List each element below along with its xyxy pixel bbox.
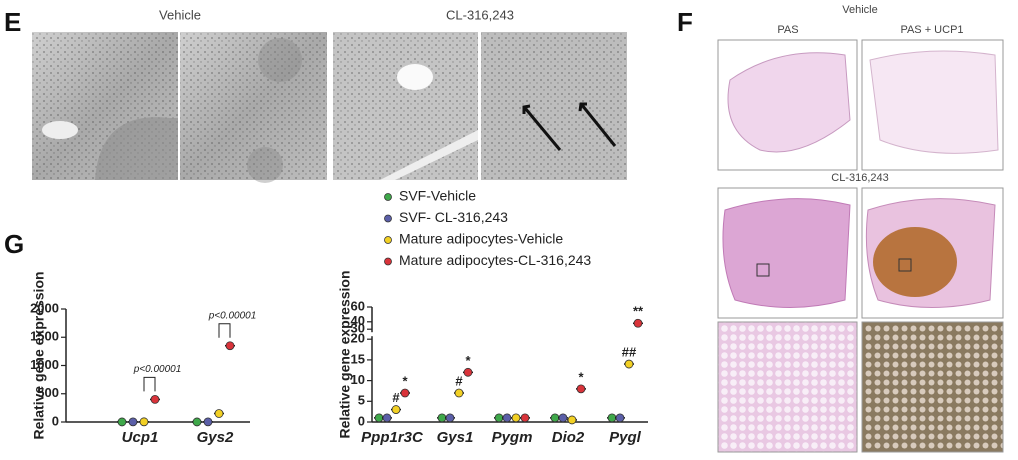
annotation: * xyxy=(402,373,408,388)
legend-marker xyxy=(384,193,392,201)
point xyxy=(139,417,149,427)
y-tick-label: 0 xyxy=(52,413,59,428)
y-tick-label: 10 xyxy=(351,372,365,387)
caption: Vehicle xyxy=(842,4,877,16)
point xyxy=(567,415,577,425)
axis-break xyxy=(366,332,378,337)
legend-marker xyxy=(384,214,392,223)
point xyxy=(633,318,643,328)
legend-label: Mature adipocytes-Vehicle xyxy=(399,231,563,247)
y-tick-label: 500 xyxy=(37,385,59,400)
point xyxy=(192,417,202,427)
point xyxy=(576,384,586,394)
x-tick-label: Ucp1 xyxy=(122,429,159,446)
point xyxy=(520,413,530,423)
x-tick-label: Dio2 xyxy=(552,429,585,446)
point xyxy=(382,413,392,423)
point xyxy=(150,394,160,404)
significance-bracket xyxy=(218,323,231,338)
y-tick-label: 40 xyxy=(351,313,365,328)
significance-bracket xyxy=(143,376,156,392)
y-axis-label: Relative gene expression xyxy=(31,271,47,439)
y-axis-label: Relative gene expression xyxy=(337,270,353,438)
point xyxy=(558,413,568,423)
panel-label: F xyxy=(677,7,693,37)
y-tick-label: 15 xyxy=(351,351,365,366)
point xyxy=(437,413,447,423)
point xyxy=(203,417,213,427)
annotation: p<0.00001 xyxy=(133,364,182,375)
point xyxy=(624,359,634,369)
point xyxy=(400,388,410,398)
em-images xyxy=(32,32,627,183)
panel-label: E xyxy=(4,7,21,37)
annotation: # xyxy=(455,373,463,388)
y-tick-label: 0 xyxy=(358,413,365,428)
caption: PAS + UCP1 xyxy=(900,24,963,36)
annotation: ## xyxy=(622,344,637,359)
panel-label: G xyxy=(4,229,24,259)
annotation: ** xyxy=(633,304,644,319)
point xyxy=(550,413,560,423)
annotation: # xyxy=(392,390,400,405)
point xyxy=(128,417,138,427)
point xyxy=(225,341,235,351)
x-tick-label: Pygm xyxy=(492,429,533,446)
y-tick-label: 20 xyxy=(351,331,365,346)
point xyxy=(374,413,384,423)
point xyxy=(391,405,401,414)
y-tick-label: 60 xyxy=(351,298,365,313)
legend-marker xyxy=(384,257,392,266)
point xyxy=(502,413,512,423)
x-tick-label: Gys1 xyxy=(437,429,474,446)
y-tick-label: 1000 xyxy=(30,357,59,372)
caption: CL-316,243 xyxy=(446,7,514,22)
point xyxy=(214,409,224,418)
y-tick-label: 5 xyxy=(358,393,365,408)
point xyxy=(445,413,455,423)
point xyxy=(607,413,617,423)
y-tick-label: 1500 xyxy=(30,329,59,344)
caption: CL-316,243 xyxy=(831,172,889,184)
caption: PAS xyxy=(777,24,798,36)
histology-images xyxy=(717,39,1004,453)
annotation: * xyxy=(465,353,471,368)
point xyxy=(117,417,127,427)
legend-label: Mature adipocytes-CL-316,243 xyxy=(399,252,591,268)
annotation: p<0.00001 xyxy=(208,310,257,321)
x-tick-label: Pygl xyxy=(609,429,642,446)
y-tick-label: 30 xyxy=(351,321,365,336)
annotation: * xyxy=(578,369,584,384)
legend-label: SVF-Vehicle xyxy=(399,188,476,204)
point xyxy=(463,367,473,377)
caption: Vehicle xyxy=(159,7,201,22)
point xyxy=(511,413,521,423)
y-tick-label: 2000 xyxy=(30,300,59,315)
point xyxy=(615,413,625,423)
point xyxy=(454,388,464,398)
x-tick-label: Gys2 xyxy=(197,429,234,446)
legend-marker xyxy=(384,236,392,244)
legend-label: SVF- CL-316,243 xyxy=(399,209,508,225)
x-tick-label: Ppp1r3C xyxy=(361,429,424,446)
point xyxy=(494,413,504,423)
